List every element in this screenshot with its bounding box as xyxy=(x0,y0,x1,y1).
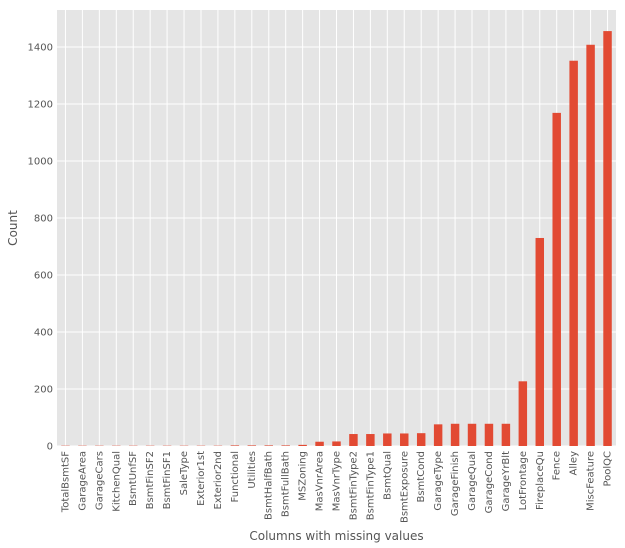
x-tick-label: BsmtFinType1 xyxy=(365,451,376,520)
y-tick-label: 1400 xyxy=(28,43,53,54)
x-tick-label: FireplaceQu xyxy=(535,451,546,510)
y-tick-label: 600 xyxy=(34,271,53,282)
x-tick-label: TotalBsmtSF xyxy=(60,451,71,513)
bar-poolqc xyxy=(603,31,612,446)
y-axis-label: Count xyxy=(6,210,20,246)
x-tick-label: Functional xyxy=(230,451,241,502)
x-tick-label: KitchenQual xyxy=(111,451,122,512)
bar-garagecond xyxy=(484,423,494,446)
x-tick-label: Exterior2nd xyxy=(213,451,224,509)
x-tick-label: BsmtFinSF2 xyxy=(145,451,156,509)
bar-alley xyxy=(569,60,578,446)
x-tick-label: Exterior1st xyxy=(196,451,207,506)
bar-miscfeature xyxy=(586,44,595,446)
bar-fireplacequ xyxy=(535,237,545,446)
y-tick-label: 1200 xyxy=(28,100,53,111)
bar-bsmtfintype2 xyxy=(349,434,358,446)
x-tick-label: GarageFinish xyxy=(450,451,461,516)
bar-garageyrblt xyxy=(501,423,511,446)
x-axis-label: Columns with missing values xyxy=(249,529,423,543)
bar-functional xyxy=(230,445,240,446)
x-tick-label: BsmtFullBath xyxy=(281,451,292,517)
x-tick-label: SaleType xyxy=(179,451,190,495)
x-tick-label: MiscFeature xyxy=(586,451,597,511)
bar-bsmtexposure xyxy=(400,433,409,446)
x-tick-label: LotFrontage xyxy=(518,451,529,510)
bar-bsmtqual xyxy=(383,433,392,446)
x-tick-label: BsmtUnfSF xyxy=(128,451,139,506)
bar-masvnrarea xyxy=(315,441,324,446)
x-tick-label: PoolQC xyxy=(603,451,614,487)
x-tick-label: MasVnrType xyxy=(332,451,343,511)
x-tick-label: GarageArea xyxy=(77,451,88,511)
bar-mszoning xyxy=(298,444,307,446)
x-tick-label: MasVnrArea xyxy=(315,451,326,511)
x-tick-label: BsmtFinType2 xyxy=(348,451,359,520)
bar-bsmtcond xyxy=(416,433,426,446)
y-tick-label: 400 xyxy=(34,328,53,339)
y-tick-label: 200 xyxy=(34,385,53,396)
x-tick-label: BsmtHalfBath xyxy=(264,451,275,520)
y-tick-label: 800 xyxy=(34,214,53,225)
x-tick-label: GarageYrBlt xyxy=(501,451,512,511)
x-tick-label: BsmtQual xyxy=(382,451,393,500)
bar-masvnrtype xyxy=(332,441,341,446)
bar-utilities xyxy=(247,445,257,446)
bar-bsmthalfbath xyxy=(264,445,273,446)
x-tick-label: BsmtCond xyxy=(416,451,427,503)
x-tick-labels: TotalBsmtSF GarageArea GarageCars KitchenQu… xyxy=(60,451,613,523)
bar-garagequal xyxy=(467,423,477,446)
bar-fence xyxy=(552,112,561,446)
x-tick-label: GarageCars xyxy=(94,451,105,510)
bar-bsmtfullbath xyxy=(281,445,290,446)
y-tick-label: 1000 xyxy=(28,157,53,168)
bar-garagefinish xyxy=(450,423,460,446)
x-tick-label: GarageQual xyxy=(467,451,478,511)
y-tick-labels: 0 200 400 600 800 1000 1200 1400 xyxy=(28,43,53,453)
x-tick-label: BsmtExposure xyxy=(399,451,410,523)
bar-bsmtfintype1 xyxy=(366,434,375,446)
x-tick-label: GarageCond xyxy=(484,451,495,513)
x-tick-label: BsmtFinSF1 xyxy=(162,451,173,509)
x-tick-label: GarageType xyxy=(433,451,444,511)
x-tick-label: MSZoning xyxy=(298,451,309,501)
bar-lotfrontage xyxy=(518,381,528,446)
x-tick-label: Utilities xyxy=(247,451,258,489)
x-tick-label: Alley xyxy=(569,451,580,476)
x-tick-label: Fence xyxy=(552,451,563,480)
grid-lines xyxy=(57,10,616,447)
bars xyxy=(61,31,612,446)
bar-garagetype xyxy=(433,424,443,446)
y-tick-label: 0 xyxy=(47,442,53,453)
